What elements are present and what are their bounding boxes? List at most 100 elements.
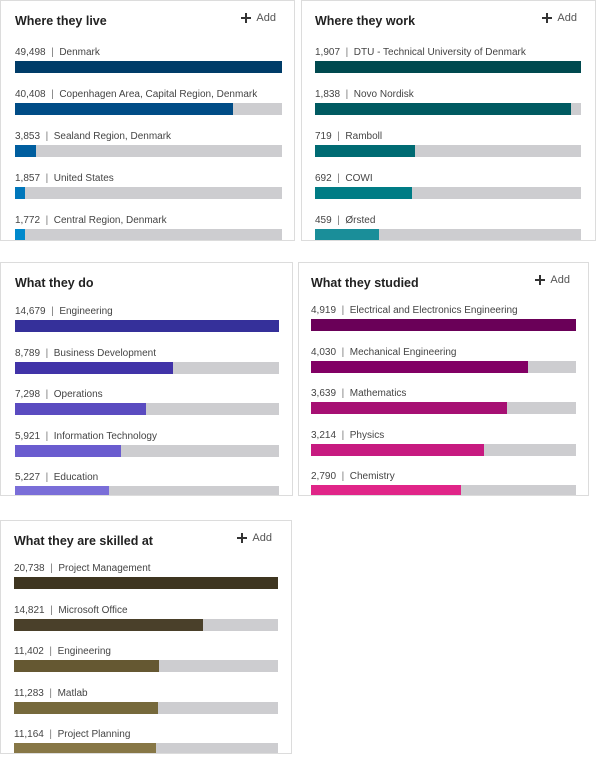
bar-value-label: 11,164 — [14, 729, 44, 740]
add-button[interactable]: Add — [241, 12, 276, 24]
separator: | — [40, 347, 54, 359]
bar-row[interactable]: 719 | Ramboll — [315, 131, 581, 165]
separator: | — [40, 430, 54, 442]
bar-row[interactable]: 5,921 | Information Technology — [15, 431, 279, 465]
add-button[interactable]: Add — [542, 12, 577, 24]
bar-value-label: 14,679 — [15, 306, 46, 317]
bar-row[interactable]: 49,498 | Denmark — [15, 47, 282, 81]
bar-value-label: 20,738 — [14, 563, 45, 574]
plus-icon — [535, 275, 546, 285]
bar-row[interactable]: 11,402 | Engineering — [14, 646, 278, 680]
bar — [14, 660, 160, 672]
bar-row[interactable]: 40,408 | Copenhagen Area, Capital Region… — [15, 89, 282, 123]
bar-category-label: DTU - Technical University of Denmark — [353, 47, 526, 58]
bar-row[interactable]: 1,907 | DTU - Technical University of De… — [315, 47, 581, 81]
bar-row[interactable]: 1,838 | Novo Nordisk — [315, 89, 581, 123]
bar-row[interactable]: 3,853 | Sealand Region, Denmark — [15, 131, 282, 165]
separator: | — [331, 215, 346, 226]
bar-label: 2,790 | Chemistry — [311, 471, 395, 482]
bar-value-label: 5,227 — [15, 472, 41, 483]
bar-row[interactable]: 3,214 | Physics — [311, 430, 576, 464]
bar-row[interactable]: 1,772 | Central Region, Denmark — [15, 215, 282, 240]
bar-category-label: Novo Nordisk — [353, 89, 414, 100]
bar-label: 1,838 | Novo Nordisk — [315, 89, 414, 100]
bar-row[interactable]: 4,030 | Mechanical Engineering — [311, 347, 576, 381]
bar-value-label: 4,919 — [311, 305, 337, 316]
separator: | — [40, 389, 54, 400]
bar — [315, 229, 380, 240]
bar-track — [15, 361, 279, 374]
add-button[interactable]: Add — [237, 532, 272, 544]
separator: | — [40, 173, 54, 184]
bar-category-label: Central Region, Denmark — [53, 215, 167, 226]
separator: | — [336, 429, 350, 441]
card-title: What they do — [15, 276, 94, 290]
bar-label: 11,164 | Project Planning — [14, 729, 130, 740]
separator: | — [336, 305, 350, 316]
bar-value-label: 3,853 — [15, 131, 41, 142]
add-button-label: Add — [256, 12, 276, 24]
bar-value-label: 3,214 — [311, 429, 337, 441]
card-header: What they do — [1, 263, 292, 303]
bar-label: 11,402 | Engineering — [14, 646, 111, 657]
bar-row[interactable]: 11,164 | Project Planning — [14, 729, 278, 753]
bar-value-label: 459 — [315, 215, 332, 226]
bar-category-label: Engineering — [59, 306, 113, 317]
bar-row[interactable]: 3,639 | Mathematics — [311, 388, 576, 422]
bar-value-label: 3,639 — [311, 388, 337, 399]
bar-value-label: 7,298 — [15, 389, 41, 400]
bar — [15, 486, 109, 495]
bar-row[interactable]: 14,821 | Microsoft Office — [14, 605, 278, 639]
bar-row[interactable]: 20,738 | Project Management — [14, 563, 278, 597]
bar-row[interactable]: 2,790 | Chemistry — [311, 471, 576, 495]
separator: | — [336, 346, 350, 358]
bar — [15, 103, 233, 115]
bar-category-label: United States — [53, 173, 114, 184]
bar-category-label: Project Management — [58, 563, 151, 574]
separator: | — [44, 604, 59, 616]
separator: | — [40, 215, 54, 226]
separator: | — [336, 388, 350, 399]
bar-row[interactable]: 459 | Ørsted — [315, 215, 581, 240]
bar — [15, 61, 282, 73]
bar — [311, 402, 508, 414]
bar — [311, 319, 576, 331]
card-title: What they are skilled at — [14, 534, 153, 548]
bar-label: 459 | Ørsted — [315, 215, 375, 226]
bar-row[interactable]: 4,919 | Electrical and Electronics Engin… — [311, 305, 576, 339]
bar-category-label: Information Technology — [53, 430, 157, 442]
add-button-label: Add — [557, 12, 577, 24]
bar — [14, 618, 203, 631]
bar — [15, 403, 147, 415]
add-button[interactable]: Add — [535, 274, 570, 286]
card-what-they-do: What they do 14,679 | Engineering 8,789 | … — [0, 262, 293, 496]
bar-label: 1,907 | DTU - Technical University of De… — [315, 47, 526, 58]
bar-track — [15, 61, 282, 73]
bar-value-label: 8,789 — [15, 347, 41, 359]
bar-row[interactable]: 11,283 | Matlab — [14, 688, 278, 722]
bar-row[interactable]: 7,298 | Operations — [15, 389, 279, 423]
bar-value-label: 14,821 — [14, 604, 45, 616]
bar-track — [14, 660, 278, 672]
card-where-they-live: Where they live Add 49,498 | Denmark 40,408… — [0, 0, 295, 241]
add-button-label: Add — [252, 532, 272, 544]
bar-row[interactable]: 1,857 | United States — [15, 173, 282, 207]
plus-icon — [237, 533, 248, 543]
separator: | — [336, 471, 350, 482]
bar-row[interactable]: 8,789 | Business Development — [15, 348, 279, 382]
bar-row[interactable]: 5,227 | Education — [15, 472, 279, 495]
bar-value-label: 1,838 — [315, 89, 341, 100]
bar-track — [311, 319, 576, 331]
card-what-they-are-skilled-at: What they are skilled at Add 20,738 | Proj… — [0, 520, 292, 754]
bar — [311, 485, 462, 495]
bar-row[interactable]: 692 | COWI — [315, 173, 581, 207]
bar — [14, 701, 158, 714]
bar-value-label: 4,030 — [311, 346, 337, 358]
bar-track — [311, 443, 576, 456]
bar-label: 5,227 | Education — [15, 472, 98, 483]
bar-row[interactable]: 14,679 | Engineering — [15, 306, 279, 340]
bar-track — [14, 743, 278, 753]
bar-label: 3,639 | Mathematics — [311, 388, 406, 399]
bar — [15, 145, 36, 157]
bar-track — [15, 103, 282, 115]
